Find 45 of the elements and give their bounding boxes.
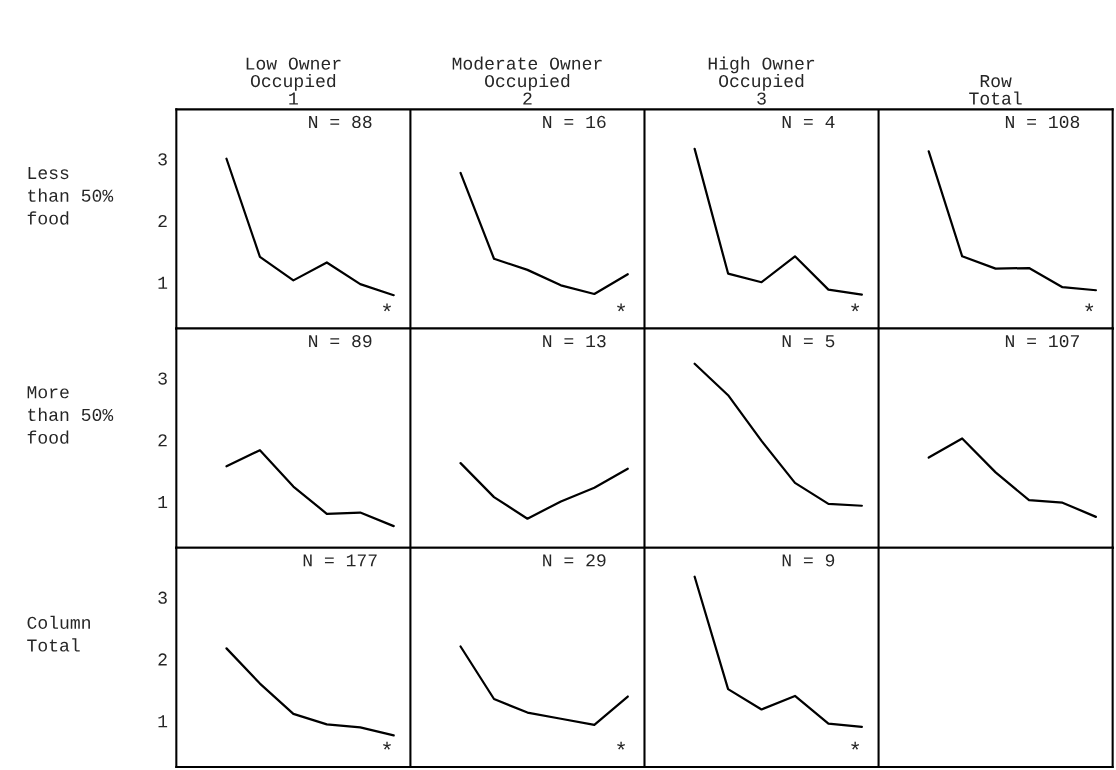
text: Moderate Owner Occupied 2 [452, 56, 602, 105]
line-series [459, 645, 629, 727]
annotation: N = 16 [543, 115, 606, 129]
line-series [693, 147, 863, 296]
annotation: N = 29 [543, 554, 606, 567]
y-tick-label: 1 [158, 496, 168, 508]
y-axis-title: Column Total [27, 615, 90, 652]
annotation: * [851, 741, 860, 750]
text: High Owner Occupied 3 [708, 56, 815, 105]
line-series [927, 437, 1098, 518]
annotation: N = 4 [782, 116, 835, 128]
y-tick-label: 3 [158, 153, 167, 166]
y-tick-label: 2 [158, 214, 167, 228]
annotation: * [851, 303, 860, 312]
line-series [459, 462, 629, 520]
annotation: N = 107 [1005, 335, 1079, 348]
y-tick-label: 3 [158, 372, 167, 385]
line-series [225, 647, 395, 737]
line-series [693, 362, 863, 507]
annotation: N = 89 [309, 335, 372, 348]
y-axis-title: Less than 50% food [27, 167, 114, 225]
annotation: N = 13 [543, 335, 606, 348]
annotation: N = 5 [782, 335, 835, 348]
text: Low Owner Occupied 1 [246, 57, 341, 105]
line-series [459, 171, 629, 296]
line-series [693, 575, 863, 728]
line-series [225, 157, 395, 297]
annotation: * [383, 303, 391, 312]
annotation: N = 177 [303, 554, 377, 567]
annotation: N = 9 [782, 554, 835, 567]
annotation: * [617, 741, 626, 750]
y-tick-label: 1 [158, 715, 168, 728]
y-tick-label: 2 [158, 434, 167, 447]
annotation: N = 88 [309, 115, 372, 129]
y-axis-title: More than 50% food [27, 386, 114, 444]
line-series [927, 150, 1098, 292]
line-series [225, 449, 395, 528]
annotation: N = 108 [1005, 115, 1080, 129]
annotation: * [383, 741, 391, 750]
y-tick-label: 1 [158, 276, 168, 289]
annotation: * [617, 303, 626, 312]
y-tick-label: 3 [158, 591, 167, 604]
y-tick-label: 2 [158, 653, 167, 666]
text: Row Total [969, 75, 1022, 105]
annotation: * [1085, 303, 1094, 312]
